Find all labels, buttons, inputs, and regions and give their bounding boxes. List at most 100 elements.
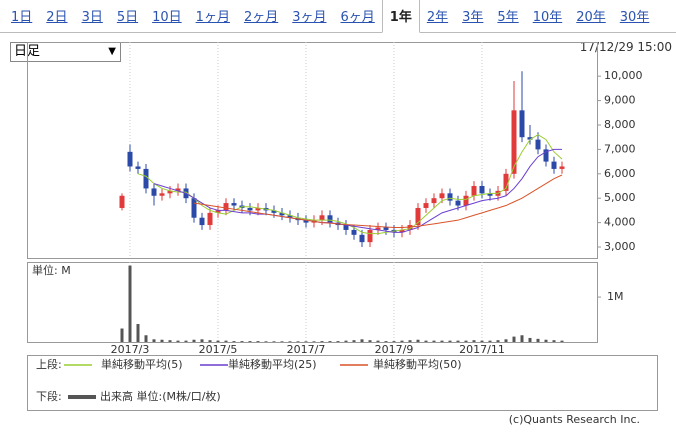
candle-body — [167, 190, 173, 194]
volume-bar — [512, 336, 516, 342]
period-tab[interactable]: 2日 — [46, 10, 68, 25]
candle-body — [351, 229, 357, 235]
candle-body — [327, 215, 333, 223]
candle-body — [247, 207, 253, 211]
candle-body — [287, 215, 293, 218]
period-tab[interactable]: 10年 — [532, 10, 563, 25]
volume-bar — [232, 341, 236, 342]
candle-body — [175, 188, 181, 191]
volume-bar — [552, 340, 556, 342]
candle-body — [199, 217, 205, 226]
y-tick-label: 9,000 — [604, 94, 636, 107]
period-tab[interactable]: 10日 — [152, 10, 182, 25]
volume-bar — [360, 339, 364, 342]
volume-bar — [304, 341, 308, 342]
volume-bar — [384, 341, 388, 342]
volume-bar — [136, 324, 140, 342]
candle-body — [415, 207, 421, 226]
candle-body — [551, 161, 557, 169]
candle-body — [359, 234, 365, 243]
candle-body — [383, 227, 389, 230]
candle-body — [303, 220, 309, 223]
period-tab[interactable]: 20年 — [576, 10, 606, 25]
price-panel — [27, 42, 598, 259]
period-tab[interactable]: 3日 — [81, 10, 103, 25]
period-tab[interactable]: 1ヶ月 — [195, 10, 230, 25]
y-tick-label: 3,000 — [604, 240, 636, 253]
volume-bar — [408, 340, 412, 342]
volume-bar — [488, 340, 492, 342]
volume-bar — [256, 341, 260, 342]
volume-bar — [144, 335, 148, 342]
volume-bar — [320, 341, 324, 342]
y-tick-label: 5,000 — [604, 191, 636, 204]
volume-bar — [376, 340, 380, 342]
candle-body — [471, 186, 477, 196]
candle-body — [559, 166, 565, 169]
period-tab[interactable]: 1日 — [11, 10, 33, 25]
volume-bar — [352, 340, 356, 342]
volume-bar — [264, 341, 268, 342]
period-tab[interactable]: 3年 — [462, 10, 484, 25]
candle-body — [223, 203, 229, 211]
candle-body — [431, 198, 437, 204]
candle-body — [191, 198, 197, 218]
volume-bar — [336, 341, 340, 342]
candle-body — [527, 137, 533, 140]
volume-bar — [472, 340, 476, 342]
legend-lower-label: 下段: — [36, 389, 62, 403]
volume-bar — [128, 265, 132, 342]
legend-label: 単純移動平均(5) — [101, 357, 183, 371]
x-tick-label: 2017/3 — [111, 343, 150, 356]
moving-average-line — [153, 148, 562, 233]
volume-bar — [368, 340, 372, 342]
candle-body — [479, 186, 485, 194]
volume-bar — [192, 339, 196, 342]
candle-body — [215, 210, 221, 213]
candle-body — [343, 225, 349, 230]
legend-box — [27, 355, 658, 411]
volume-bar — [400, 340, 404, 342]
volume-bar — [248, 341, 252, 342]
candle-body — [439, 193, 445, 199]
period-tab[interactable]: 2年 — [426, 10, 449, 25]
candle-body — [151, 188, 157, 196]
period-tab[interactable]: 3ヶ月 — [292, 10, 327, 25]
period-tab[interactable]: 1年 — [381, 0, 420, 33]
candle-body — [455, 200, 461, 206]
candle-body — [127, 151, 133, 167]
candle-body — [119, 195, 125, 208]
volume-bar — [536, 338, 540, 342]
candle-body — [447, 193, 453, 201]
period-tab[interactable]: 5年 — [497, 10, 519, 25]
period-tab[interactable]: 5日 — [116, 10, 139, 25]
select-arrow: ▼ — [108, 46, 116, 57]
y-tick-label: 6,000 — [604, 167, 636, 180]
x-tick-label: 2017/7 — [287, 343, 326, 356]
volume-bar — [496, 340, 500, 342]
volume-bar — [544, 339, 548, 342]
volume-bar — [296, 341, 300, 342]
volume-bar — [312, 341, 316, 342]
candle-body — [231, 203, 237, 206]
y-tick-label: 10,000 — [604, 69, 643, 82]
y-tick-label: 4,000 — [604, 216, 636, 229]
volume-bar — [160, 339, 164, 342]
volume-bar — [456, 340, 460, 342]
y-tick-label: 1M — [607, 290, 624, 303]
period-tab[interactable]: 30年 — [619, 10, 650, 25]
period-tab[interactable]: 6ヶ月 — [340, 10, 375, 25]
y-tick-label: 8,000 — [604, 118, 636, 131]
volume-bar — [184, 340, 188, 342]
volume-bar — [240, 341, 244, 342]
candle-body — [207, 212, 213, 226]
legend-label: 出来高 単位:(M株/口/枚) — [100, 389, 221, 403]
volume-bar — [208, 340, 212, 342]
candle-body — [367, 229, 373, 243]
volume-bar — [432, 340, 436, 342]
period-tabs: 1日 2日 3日 5日 10日 1ヶ月 2ヶ月 3ヶ月 6ヶ月 1年 2年 3年 5年 10年 20年 30年 — [0, 0, 676, 33]
volume-bar — [480, 340, 484, 342]
period-tab[interactable]: 2ヶ月 — [243, 10, 279, 25]
